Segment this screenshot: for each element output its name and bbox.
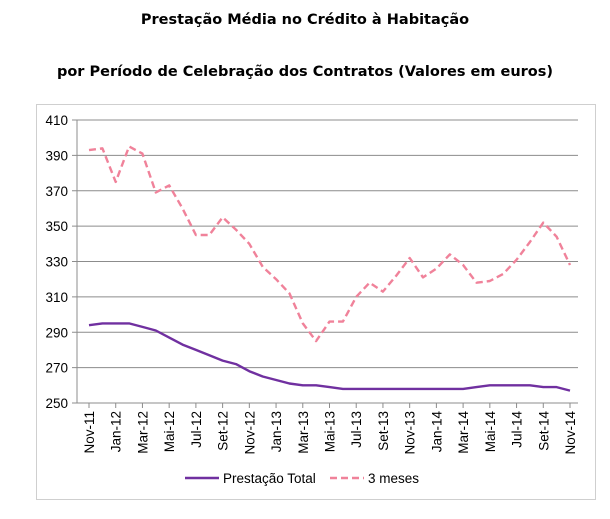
y-tick-label: 290 (45, 325, 68, 340)
y-tick-label: 250 (45, 396, 68, 411)
x-tick-label: Set-13 (376, 411, 391, 451)
x-tick-label: Jan-14 (429, 411, 444, 453)
x-tick-label: Jan-13 (269, 411, 284, 452)
x-tick-label: Set-14 (536, 411, 551, 451)
chart-area (36, 104, 596, 500)
y-tick-label: 350 (45, 219, 68, 234)
x-tick-label: Jul-12 (189, 411, 204, 448)
series-line-prestacao-total (88, 322, 571, 392)
chart-title-line2: por Período de Celebração dos Contratos … (56, 64, 554, 80)
x-tick-label: Jul-14 (510, 411, 525, 448)
x-tick-label: Nov-12 (242, 411, 257, 455)
x-tick-label: Mai-14 (483, 411, 498, 453)
y-tick-label: 410 (45, 113, 68, 128)
y-tick-label: 330 (45, 255, 68, 270)
x-tick-label: Nov-11 (82, 411, 97, 454)
x-tick-label: Mai-12 (162, 411, 177, 452)
x-tick-label: Nov-14 (563, 411, 578, 455)
legend-label: 3 meses (368, 471, 419, 486)
x-tick-label: Mar-13 (296, 411, 311, 454)
x-tick-label: Mai-13 (323, 411, 338, 452)
y-tick-label: 310 (45, 290, 68, 305)
y-tick-label: 370 (45, 184, 68, 199)
series-line-3-meses (88, 145, 572, 343)
chart-title-line1: Prestação Média no Crédito à Habitação (140, 12, 470, 28)
legend-label: Prestação Total (223, 471, 316, 486)
x-tick-label: Set-12 (216, 411, 231, 451)
x-tick-label: Mar-12 (135, 411, 150, 454)
x-tick-label: Nov-13 (403, 411, 418, 455)
y-tick-label: 390 (45, 148, 68, 163)
x-tick-label: Mar-14 (456, 411, 471, 454)
y-tick-label: 270 (45, 361, 68, 376)
x-tick-label: Jan-12 (109, 411, 124, 452)
x-tick-label: Jul-13 (349, 411, 364, 448)
